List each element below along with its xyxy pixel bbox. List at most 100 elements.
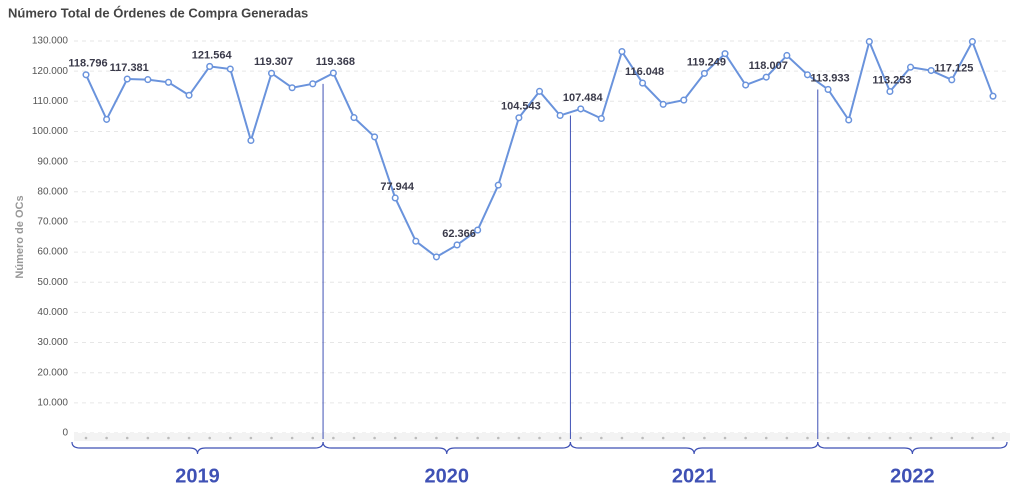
value-label: 119.368 bbox=[316, 56, 355, 68]
value-label: 119.307 bbox=[254, 56, 293, 68]
x-tick bbox=[414, 436, 418, 440]
point bbox=[659, 100, 667, 108]
x-tick bbox=[682, 436, 686, 440]
point bbox=[309, 80, 317, 88]
group-brace bbox=[322, 441, 572, 455]
y-tick-label: 90.000 bbox=[37, 156, 68, 167]
x-tick bbox=[352, 436, 356, 440]
chart-title: Número Total de Órdenes de Compra Genera… bbox=[8, 5, 308, 20]
point bbox=[968, 38, 976, 46]
point bbox=[742, 81, 750, 89]
point bbox=[721, 50, 729, 58]
point bbox=[639, 79, 647, 87]
point bbox=[206, 62, 214, 70]
point bbox=[164, 78, 173, 86]
point bbox=[803, 71, 812, 79]
y-tick-label: 100.000 bbox=[32, 126, 69, 137]
x-tick bbox=[744, 436, 747, 440]
group-label: 2022 bbox=[890, 465, 935, 487]
x-tick bbox=[125, 436, 129, 440]
x-tick bbox=[393, 436, 397, 440]
y-tick-label: 10.000 bbox=[37, 397, 68, 408]
point bbox=[700, 69, 708, 77]
point bbox=[412, 237, 420, 245]
y-tick-label: 60.000 bbox=[37, 247, 68, 258]
point bbox=[680, 96, 688, 104]
point bbox=[597, 114, 605, 123]
x-tick bbox=[723, 436, 727, 440]
y-axis-label: Número de OCs bbox=[14, 195, 26, 278]
x-tick bbox=[785, 436, 789, 440]
point bbox=[762, 73, 770, 81]
value-label: 77.944 bbox=[380, 181, 415, 193]
group-label: 2021 bbox=[672, 465, 717, 487]
value-label: 116.048 bbox=[625, 66, 664, 78]
point bbox=[350, 114, 358, 122]
value-label: 113.253 bbox=[872, 74, 911, 86]
group-brace bbox=[71, 441, 324, 455]
x-tick bbox=[888, 436, 892, 440]
x-tick bbox=[661, 436, 665, 440]
line bbox=[85, 38, 994, 259]
point bbox=[845, 116, 853, 124]
value-label: 118.007 bbox=[749, 60, 788, 72]
x-tick bbox=[991, 436, 995, 440]
y-tick-label: 70.000 bbox=[37, 217, 68, 228]
x-tick bbox=[909, 436, 912, 440]
x-tick bbox=[558, 436, 562, 440]
x-tick bbox=[455, 436, 459, 440]
x-tick bbox=[476, 436, 479, 440]
group-label: 2020 bbox=[424, 465, 469, 487]
x-tick bbox=[703, 436, 706, 440]
x-tick bbox=[167, 436, 170, 440]
x-tick bbox=[579, 436, 583, 440]
value-label: 104.543 bbox=[501, 101, 541, 113]
x-tick bbox=[228, 436, 232, 440]
y-tick-label: 110.000 bbox=[33, 96, 69, 107]
x-tick bbox=[187, 436, 191, 440]
x-tick bbox=[826, 436, 830, 440]
point bbox=[577, 105, 585, 113]
point bbox=[144, 76, 152, 84]
x-tick bbox=[517, 436, 521, 440]
x-tick bbox=[764, 436, 768, 440]
y-tick-label: 40.000 bbox=[37, 307, 68, 318]
point bbox=[535, 87, 544, 95]
group-label: 2019 bbox=[175, 465, 220, 487]
point bbox=[247, 136, 255, 145]
point bbox=[123, 75, 131, 83]
group-brace bbox=[569, 441, 819, 455]
x-axis-band bbox=[74, 433, 1010, 441]
y-tick-label: 120.000 bbox=[32, 66, 69, 77]
value-label: 118.796 bbox=[68, 58, 107, 70]
x-tick bbox=[806, 436, 809, 440]
value-label: 121.564 bbox=[192, 49, 233, 61]
x-tick bbox=[600, 436, 603, 440]
point bbox=[515, 114, 523, 122]
point bbox=[494, 181, 502, 189]
point bbox=[391, 194, 399, 202]
point bbox=[783, 51, 791, 60]
value-label: 119.249 bbox=[687, 56, 726, 68]
x-tick bbox=[496, 436, 500, 440]
value-label: 117.125 bbox=[934, 63, 973, 75]
point bbox=[185, 91, 193, 99]
x-tick bbox=[847, 436, 851, 440]
x-tick bbox=[620, 436, 624, 440]
point bbox=[989, 92, 997, 100]
y-tick-label: 0 bbox=[62, 428, 68, 439]
x-tick bbox=[208, 436, 211, 440]
value-label: 117.381 bbox=[110, 62, 149, 74]
y-tick-label: 130.000 bbox=[32, 36, 69, 47]
x-tick bbox=[146, 436, 150, 440]
x-tick bbox=[84, 436, 88, 440]
point bbox=[371, 133, 379, 141]
point bbox=[886, 87, 894, 96]
x-tick bbox=[373, 436, 376, 440]
group-brace bbox=[817, 441, 1008, 455]
point bbox=[267, 69, 276, 77]
point bbox=[556, 111, 564, 120]
x-tick bbox=[929, 436, 933, 440]
x-tick bbox=[332, 436, 335, 440]
